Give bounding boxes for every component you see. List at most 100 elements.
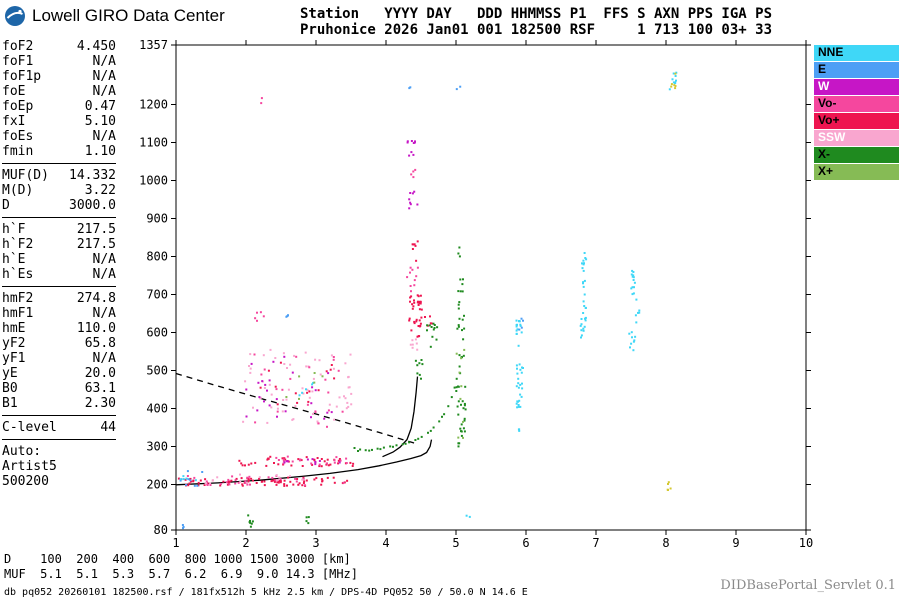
param-label: fmin (2, 144, 34, 159)
param-value: 5.10 (84, 114, 116, 129)
param-value: 2.30 (84, 396, 116, 411)
dashed-mufscale-line (175, 372, 416, 445)
legend-item-x[interactable]: X- (814, 147, 899, 163)
param-value: N/A (92, 84, 116, 99)
x-trace-points (353, 377, 458, 452)
param-value: 44 (100, 420, 116, 435)
brand: Lowell GIRO Data Center (4, 5, 225, 27)
svg-text:300: 300 (146, 439, 168, 453)
giro-logo-icon (5, 6, 25, 26)
param-label: yF2 (2, 336, 26, 351)
param-value: 110.0 (76, 321, 116, 336)
svg-text:3: 3 (312, 536, 319, 550)
param-value: 0.47 (84, 99, 116, 114)
param-label: foEp (2, 99, 34, 114)
panel-divider (2, 217, 116, 218)
y-axis: 80 200 300 400 500 600 700 800 900 1000 1100 1200 13… (139, 38, 811, 537)
param-label: B1 (2, 396, 18, 411)
svg-text:4: 4 (382, 536, 389, 550)
svg-text:600: 600 (146, 326, 168, 340)
param-row-500200: 500200 (2, 474, 116, 489)
legend-item-ssw[interactable]: SSW (814, 130, 899, 146)
param-label: Artist5 (2, 459, 57, 474)
svg-text:200: 200 (146, 477, 168, 491)
param-row-d: D 3000.0 (2, 198, 116, 213)
param-row-clevel: C-level 44 (2, 420, 116, 435)
param-value: 3000.0 (69, 198, 116, 213)
brand-title: Lowell GIRO Data Center (32, 6, 225, 25)
param-label: hmE (2, 321, 26, 336)
svg-text:6: 6 (522, 536, 529, 550)
svg-text:1100: 1100 (139, 136, 168, 150)
x-axis: 1 2 3 4 5 6 7 8 9 10 (172, 40, 813, 550)
param-value: 63.1 (84, 381, 116, 396)
legend-item-vo[interactable]: Vo- (814, 96, 899, 112)
svg-text:9: 9 (732, 536, 739, 550)
svg-text:1: 1 (172, 536, 179, 550)
param-label: D (2, 198, 10, 213)
param-value: N/A (92, 267, 116, 282)
svg-text:5: 5 (452, 536, 459, 550)
param-value: N/A (92, 252, 116, 267)
panel-divider (2, 163, 116, 164)
param-row-fof1: foF1 N/A (2, 54, 116, 69)
param-value: 217.5 (76, 222, 116, 237)
param-label: B0 (2, 381, 18, 396)
param-label: h`F (2, 222, 26, 237)
panel-divider (2, 415, 116, 416)
plot-frame (175, 44, 807, 531)
param-label: hmF1 (2, 306, 34, 321)
param-value: 1.10 (84, 144, 116, 159)
param-row-hf: h`F 217.5 (2, 222, 116, 237)
svg-text:80: 80 (154, 523, 168, 537)
svg-text:400: 400 (146, 401, 168, 415)
param-label: yF1 (2, 351, 26, 366)
param-label: M(D) (2, 183, 34, 198)
param-label: foF1p (2, 69, 42, 84)
svg-text:1000: 1000 (139, 174, 168, 188)
param-label: foF1 (2, 54, 34, 69)
param-row-md: M(D) 3.22 (2, 183, 116, 198)
param-value: 3.22 (84, 183, 116, 198)
param-value: 4.450 (76, 39, 116, 54)
param-label: foF2 (2, 39, 34, 54)
param-row-yf1: yF1 N/A (2, 351, 116, 366)
panel-divider (2, 286, 116, 287)
legend-item-nne[interactable]: NNE (814, 45, 899, 61)
param-row-ye: yE 20.0 (2, 366, 116, 381)
param-label: foEs (2, 129, 34, 144)
param-value: 14.332 (69, 168, 116, 183)
param-value: N/A (92, 351, 116, 366)
param-row-foe: foE N/A (2, 84, 116, 99)
legend-item-vo[interactable]: Vo+ (814, 113, 899, 129)
param-label: Auto: (2, 444, 42, 459)
scatter-points (177, 71, 678, 530)
legend-item-w[interactable]: W (814, 79, 899, 95)
parameter-panel: foF2 4.450 foF1 N/A foF1p N/A foE N/A foEp 0.47 fx… (2, 39, 116, 489)
svg-text:900: 900 (146, 212, 168, 226)
legend-item-e[interactable]: E (814, 62, 899, 78)
param-row-b1: B1 2.30 (2, 396, 116, 411)
f-trace-asymptote (382, 376, 419, 458)
param-row-artist5: Artist5 (2, 459, 116, 474)
param-value: N/A (92, 69, 116, 84)
param-value: 65.8 (84, 336, 116, 351)
svg-text:700: 700 (146, 288, 168, 302)
station-header: Station YYYY DAY DDD HHMMSS P1 FFS S AXN… (300, 6, 772, 38)
param-row-foep: foEp 0.47 (2, 99, 116, 114)
distance-muf-table: D 100 200 400 600 800 1000 1500 3000 [km… (4, 552, 359, 581)
trace-curves (175, 372, 433, 486)
param-row-hf2: h`F2 217.5 (2, 237, 116, 252)
param-row-foes: foEs N/A (2, 129, 116, 144)
legend-item-x[interactable]: X+ (814, 164, 899, 180)
param-row-fof1p: foF1p N/A (2, 69, 116, 84)
panel-divider (2, 439, 116, 440)
param-row-hmf2: hmF2 274.8 (2, 291, 116, 306)
servlet-version: DIDBasePortal_Servlet 0.1 (720, 578, 896, 593)
param-value: 274.8 (76, 291, 116, 306)
param-row-he: h`E N/A (2, 252, 116, 267)
param-label: MUF(D) (2, 168, 49, 183)
echo-direction-legend: NNE E W Vo- Vo+ SSW X- X+ (814, 45, 899, 181)
file-info-line: db pq052 20260101 182500.rsf / 181fx512h… (4, 587, 528, 598)
